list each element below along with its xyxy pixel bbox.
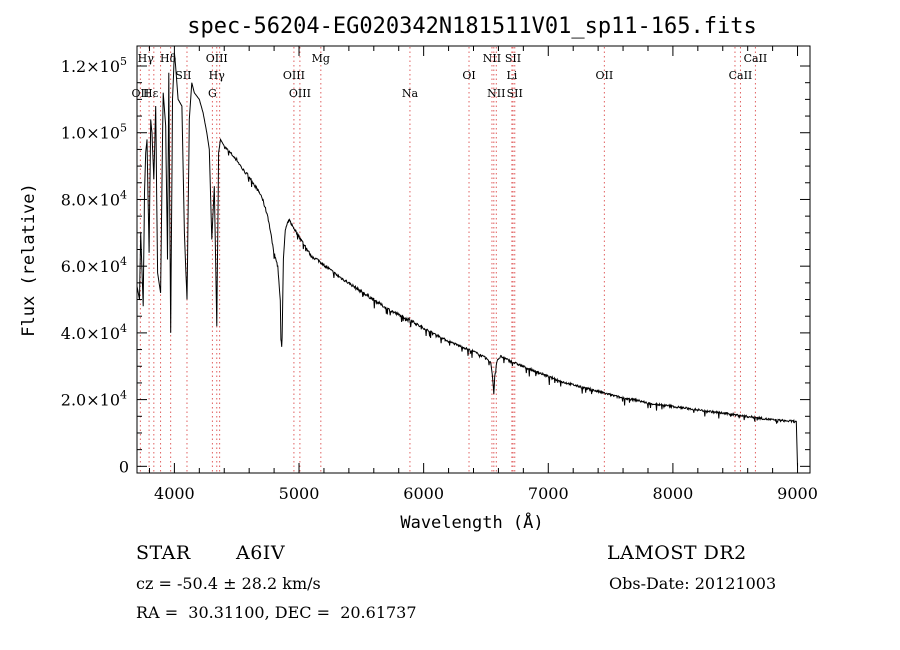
x-axis: 4000 5000 6000 7000 8000 9000 — [148, 46, 818, 503]
y-tick-label: 0 — [119, 457, 129, 476]
spectral-line-label: Mg — [312, 52, 330, 65]
x-tick-label: 4000 — [154, 484, 195, 503]
spectral-line-label: NII — [487, 87, 505, 100]
y-axis-label: Flux (relative) — [19, 183, 39, 337]
spectral-line-label: OII — [596, 69, 614, 82]
spectral-line-label: CaII — [729, 69, 753, 82]
x-axis-label: Wavelength (Å) — [400, 511, 543, 533]
spectral-line-label: Na — [402, 87, 419, 100]
spectral-line-label: Li — [506, 69, 517, 82]
spectral-line-label: SII — [175, 69, 191, 82]
x-tick-label: 5000 — [279, 484, 320, 503]
spectral-line-label: Hδ — [160, 52, 177, 65]
spectral-line-label: Hγ — [138, 52, 155, 65]
spectral-line-label: OIII — [283, 69, 305, 82]
spectral-line-label: SII — [505, 52, 521, 65]
spectral-line-label: OI — [462, 69, 475, 82]
spectral-line-label: OIII — [289, 87, 311, 100]
spectral-line-label: Hγ — [209, 69, 226, 82]
x-tick-label: 7000 — [528, 484, 569, 503]
coordinates-text: RA = 30.31100, DEC = 20.61737 — [136, 603, 417, 622]
y-tick-label: 1.0×105 — [61, 122, 127, 143]
spectral-line-label: NII — [483, 52, 501, 65]
spectral-line-label: G — [208, 87, 217, 100]
y-tick-label: 4.0×104 — [61, 322, 127, 343]
spectral-line-label: CaII — [744, 52, 768, 65]
x-tick-label: 9000 — [777, 484, 818, 503]
y-axis: 0 2.0×104 4.0×104 6.0×104 8.0×104 1.0×105 1.2×… — [61, 55, 810, 476]
redshift-text: cz = -50.4 ± 28.2 km/s — [136, 574, 321, 593]
survey-label: LAMOST DR2 — [607, 542, 747, 564]
y-tick-label: 1.2×105 — [61, 55, 127, 76]
spectral-line-label: Hε — [143, 87, 159, 100]
spectral-line-label: OIII — [206, 52, 228, 65]
x-tick-label: 8000 — [653, 484, 694, 503]
x-tick-label: 6000 — [403, 484, 444, 503]
y-tick-label: 2.0×104 — [61, 389, 127, 410]
obs-date-text: Obs-Date: 20121003 — [609, 574, 777, 593]
plot-frame — [136, 45, 811, 474]
emission-line-markers — [139, 47, 756, 472]
subclass-label: A6IV — [236, 542, 286, 564]
class-label: STAR — [136, 542, 191, 564]
spectral-line-label: SII — [507, 87, 523, 100]
chart-title: spec-56204-EG020342N181511V01_sp11-165.f… — [187, 14, 757, 39]
y-tick-label: 8.0×104 — [61, 188, 127, 209]
spectrum-line — [136, 52, 798, 467]
spectral-line-label: OII — [132, 87, 150, 100]
y-tick-label: 6.0×104 — [61, 255, 127, 276]
